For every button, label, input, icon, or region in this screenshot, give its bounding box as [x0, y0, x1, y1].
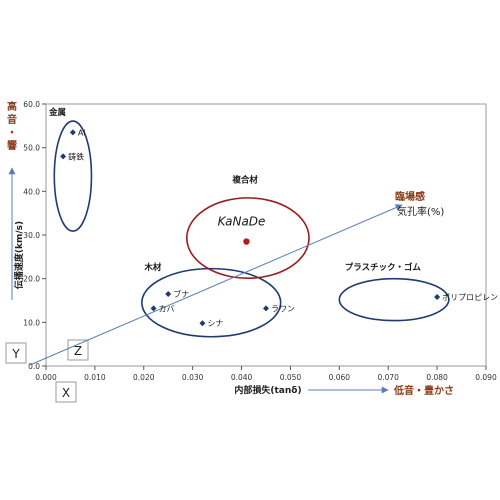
group-ellipse [141, 267, 282, 338]
plot-frame: 0.000 0.010 0.020 0.030 0.040 0.050 0.060 0.070… [5, 100, 497, 403]
plot-area-border [45, 103, 487, 367]
data-point [60, 153, 67, 160]
data-point-label: Al [78, 128, 86, 137]
high-tone-label-char: 高 [7, 100, 17, 113]
high-tone-label-char: 響 [7, 139, 17, 152]
data-point-label: 鋳鉄 [68, 151, 84, 161]
y-tick-label: 30.0 [23, 231, 40, 240]
brand-label: KaNaDe [218, 214, 266, 228]
x-tick-label: 0.090 [475, 373, 497, 382]
data-point-label: シナ [207, 319, 223, 328]
data-point-composite [243, 238, 250, 245]
data-point [165, 290, 172, 297]
data-point [150, 305, 157, 312]
group-ellipse [186, 197, 310, 280]
x-tick-label: 0.030 [182, 373, 204, 382]
data-points [60, 129, 441, 327]
x-tick-label: 0.000 [35, 373, 57, 382]
x-tick-label: 0.070 [377, 373, 399, 382]
high-tone-label-char: 音 [7, 113, 17, 126]
dimension-arrows [8, 167, 403, 394]
x-tick-label: 0.010 [84, 373, 106, 382]
porosity-label: 気孔率(%) [397, 205, 444, 218]
data-point [434, 294, 441, 301]
axis-x-box-label: X [62, 386, 70, 400]
axis-y-box-label: Y [11, 347, 20, 361]
x-axis-title: 内部損失(tanδ) [234, 384, 301, 396]
data-point-label: ポリプロピレン [442, 293, 498, 302]
group-ellipse [338, 277, 450, 322]
data-point-label: ブナ [173, 289, 189, 299]
x-tick-label: 0.020 [133, 373, 155, 382]
y-tick-label: 20.0 [23, 275, 40, 284]
x-tick-label: 0.060 [329, 373, 351, 382]
y-tick-label: 50.0 [23, 144, 40, 153]
y-axis-title: 伝播速度(km/s) [13, 221, 25, 289]
data-point [263, 305, 269, 312]
low-tone-label: 低音・豊かさ [393, 384, 454, 397]
group-ellipse [53, 120, 93, 232]
axis-x-box [55, 381, 77, 403]
data-point-label: ラワン [271, 304, 295, 313]
x-tick-label: 0.080 [426, 373, 448, 382]
y-tick-label: 10.0 [23, 318, 40, 327]
x-tick-label: 0.050 [280, 373, 302, 382]
group-label: 木材 [143, 262, 162, 273]
data-point [199, 320, 206, 327]
y-tick-label: 60.0 [23, 100, 40, 109]
group-label: 金属 [48, 107, 66, 118]
x-tick-label: 0.040 [231, 373, 253, 382]
porosity-arrow [29, 204, 403, 366]
y-tick-label: 40.0 [23, 187, 40, 196]
axis-y-box [5, 342, 27, 364]
axis-z-box [67, 339, 89, 361]
presence-label: 臨場感 [395, 190, 425, 203]
data-point [69, 129, 76, 136]
y-tick-label: 0.0 [28, 362, 40, 371]
group-label: 複合材 [231, 175, 258, 186]
high-tone-label-char: ・ [7, 128, 17, 139]
axis-z-box-label: Z [74, 344, 82, 358]
group-ellipses [53, 120, 450, 338]
data-point-label: カバ [159, 304, 175, 313]
group-label: プラスチック・ゴム [345, 262, 422, 273]
